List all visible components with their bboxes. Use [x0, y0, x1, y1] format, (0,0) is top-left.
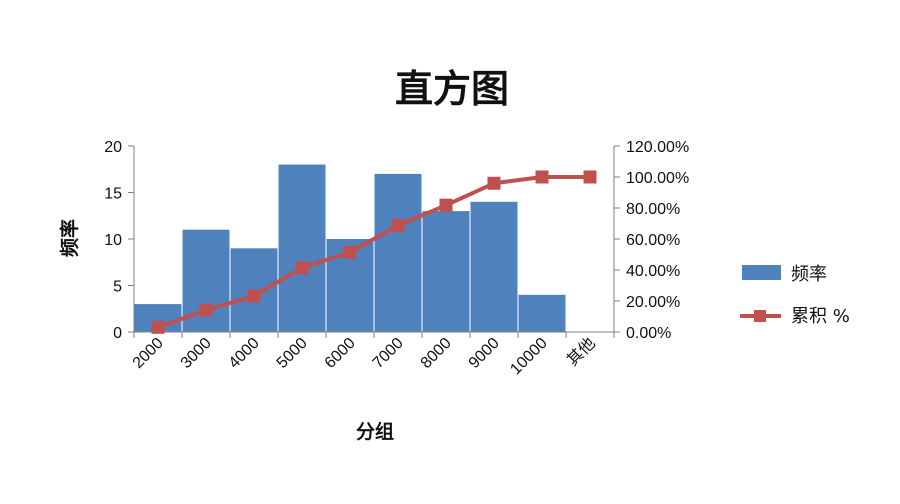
- right-tick-label: 40.00%: [626, 263, 680, 280]
- left-axis-ticks: 0 5 10 15 20: [104, 139, 122, 342]
- cumulative-point-10000: [535, 170, 549, 184]
- bar-10000: [518, 294, 566, 332]
- left-tick-label: 0: [113, 325, 122, 342]
- x-tick-label-8000: 8000: [418, 335, 455, 372]
- left-tick-label: 5: [113, 279, 122, 296]
- cumulative-point-其他: [583, 170, 597, 184]
- cumulative-point-4000: [247, 289, 261, 303]
- x-tick-label-4000: 4000: [226, 335, 263, 372]
- bar-series: [134, 164, 566, 332]
- legend-swatch-frequency: [742, 265, 781, 280]
- right-axis-ticks: 0.00% 20.00% 40.00% 60.00% 80.00% 100.00% 120.…: [626, 139, 689, 342]
- cumulative-point-7000: [391, 219, 405, 233]
- bar-7000: [374, 173, 422, 332]
- cumulative-line: [157, 175, 590, 330]
- right-tick-label: 20.00%: [626, 294, 680, 311]
- x-tick-label-6000: 6000: [322, 335, 359, 372]
- bar-5000: [278, 164, 326, 332]
- axes: [128, 145, 620, 338]
- legend: 频率 累积 %: [740, 264, 850, 327]
- x-tick-label-7000: 7000: [370, 335, 407, 372]
- legend-label-cumulative: 累积 %: [791, 306, 850, 327]
- cumulative-line-series: [151, 170, 597, 334]
- bar-8000: [422, 211, 470, 332]
- left-tick-label: 20: [104, 139, 122, 156]
- y-axis-title: 频率: [58, 219, 81, 257]
- cumulative-point-9000: [487, 176, 501, 190]
- x-tick-label-2000: 2000: [130, 335, 167, 372]
- bar-9000: [470, 201, 518, 332]
- chart-title: 直方图: [395, 66, 509, 111]
- cumulative-point-8000: [439, 198, 453, 212]
- cumulative-point-3000: [199, 303, 213, 317]
- x-tick-label-10000: 10000: [507, 335, 551, 379]
- legend-marker-cumulative: [754, 310, 766, 322]
- right-tick-label: 120.00%: [626, 139, 689, 156]
- left-tick-label: 10: [104, 232, 122, 249]
- right-tick-label: 0.00%: [626, 325, 671, 342]
- x-tick-label-其他: 其他: [563, 334, 598, 369]
- x-axis-ticks: 2000 3000 4000 5000 6000 7000 8000 9000 10000 其他: [130, 334, 599, 378]
- right-tick-label: 100.00%: [626, 170, 689, 187]
- cumulative-point-5000: [295, 261, 309, 275]
- cumulative-point-2000: [151, 320, 165, 334]
- x-tick-label-5000: 5000: [274, 335, 311, 372]
- x-tick-label-9000: 9000: [466, 335, 503, 372]
- cumulative-point-6000: [343, 245, 357, 259]
- right-tick-label: 60.00%: [626, 232, 680, 249]
- x-axis-title: 分组: [356, 420, 394, 443]
- x-tick-label-3000: 3000: [178, 335, 215, 372]
- legend-label-frequency: 频率: [791, 264, 827, 285]
- right-tick-label: 80.00%: [626, 201, 680, 218]
- left-tick-label: 15: [104, 186, 122, 203]
